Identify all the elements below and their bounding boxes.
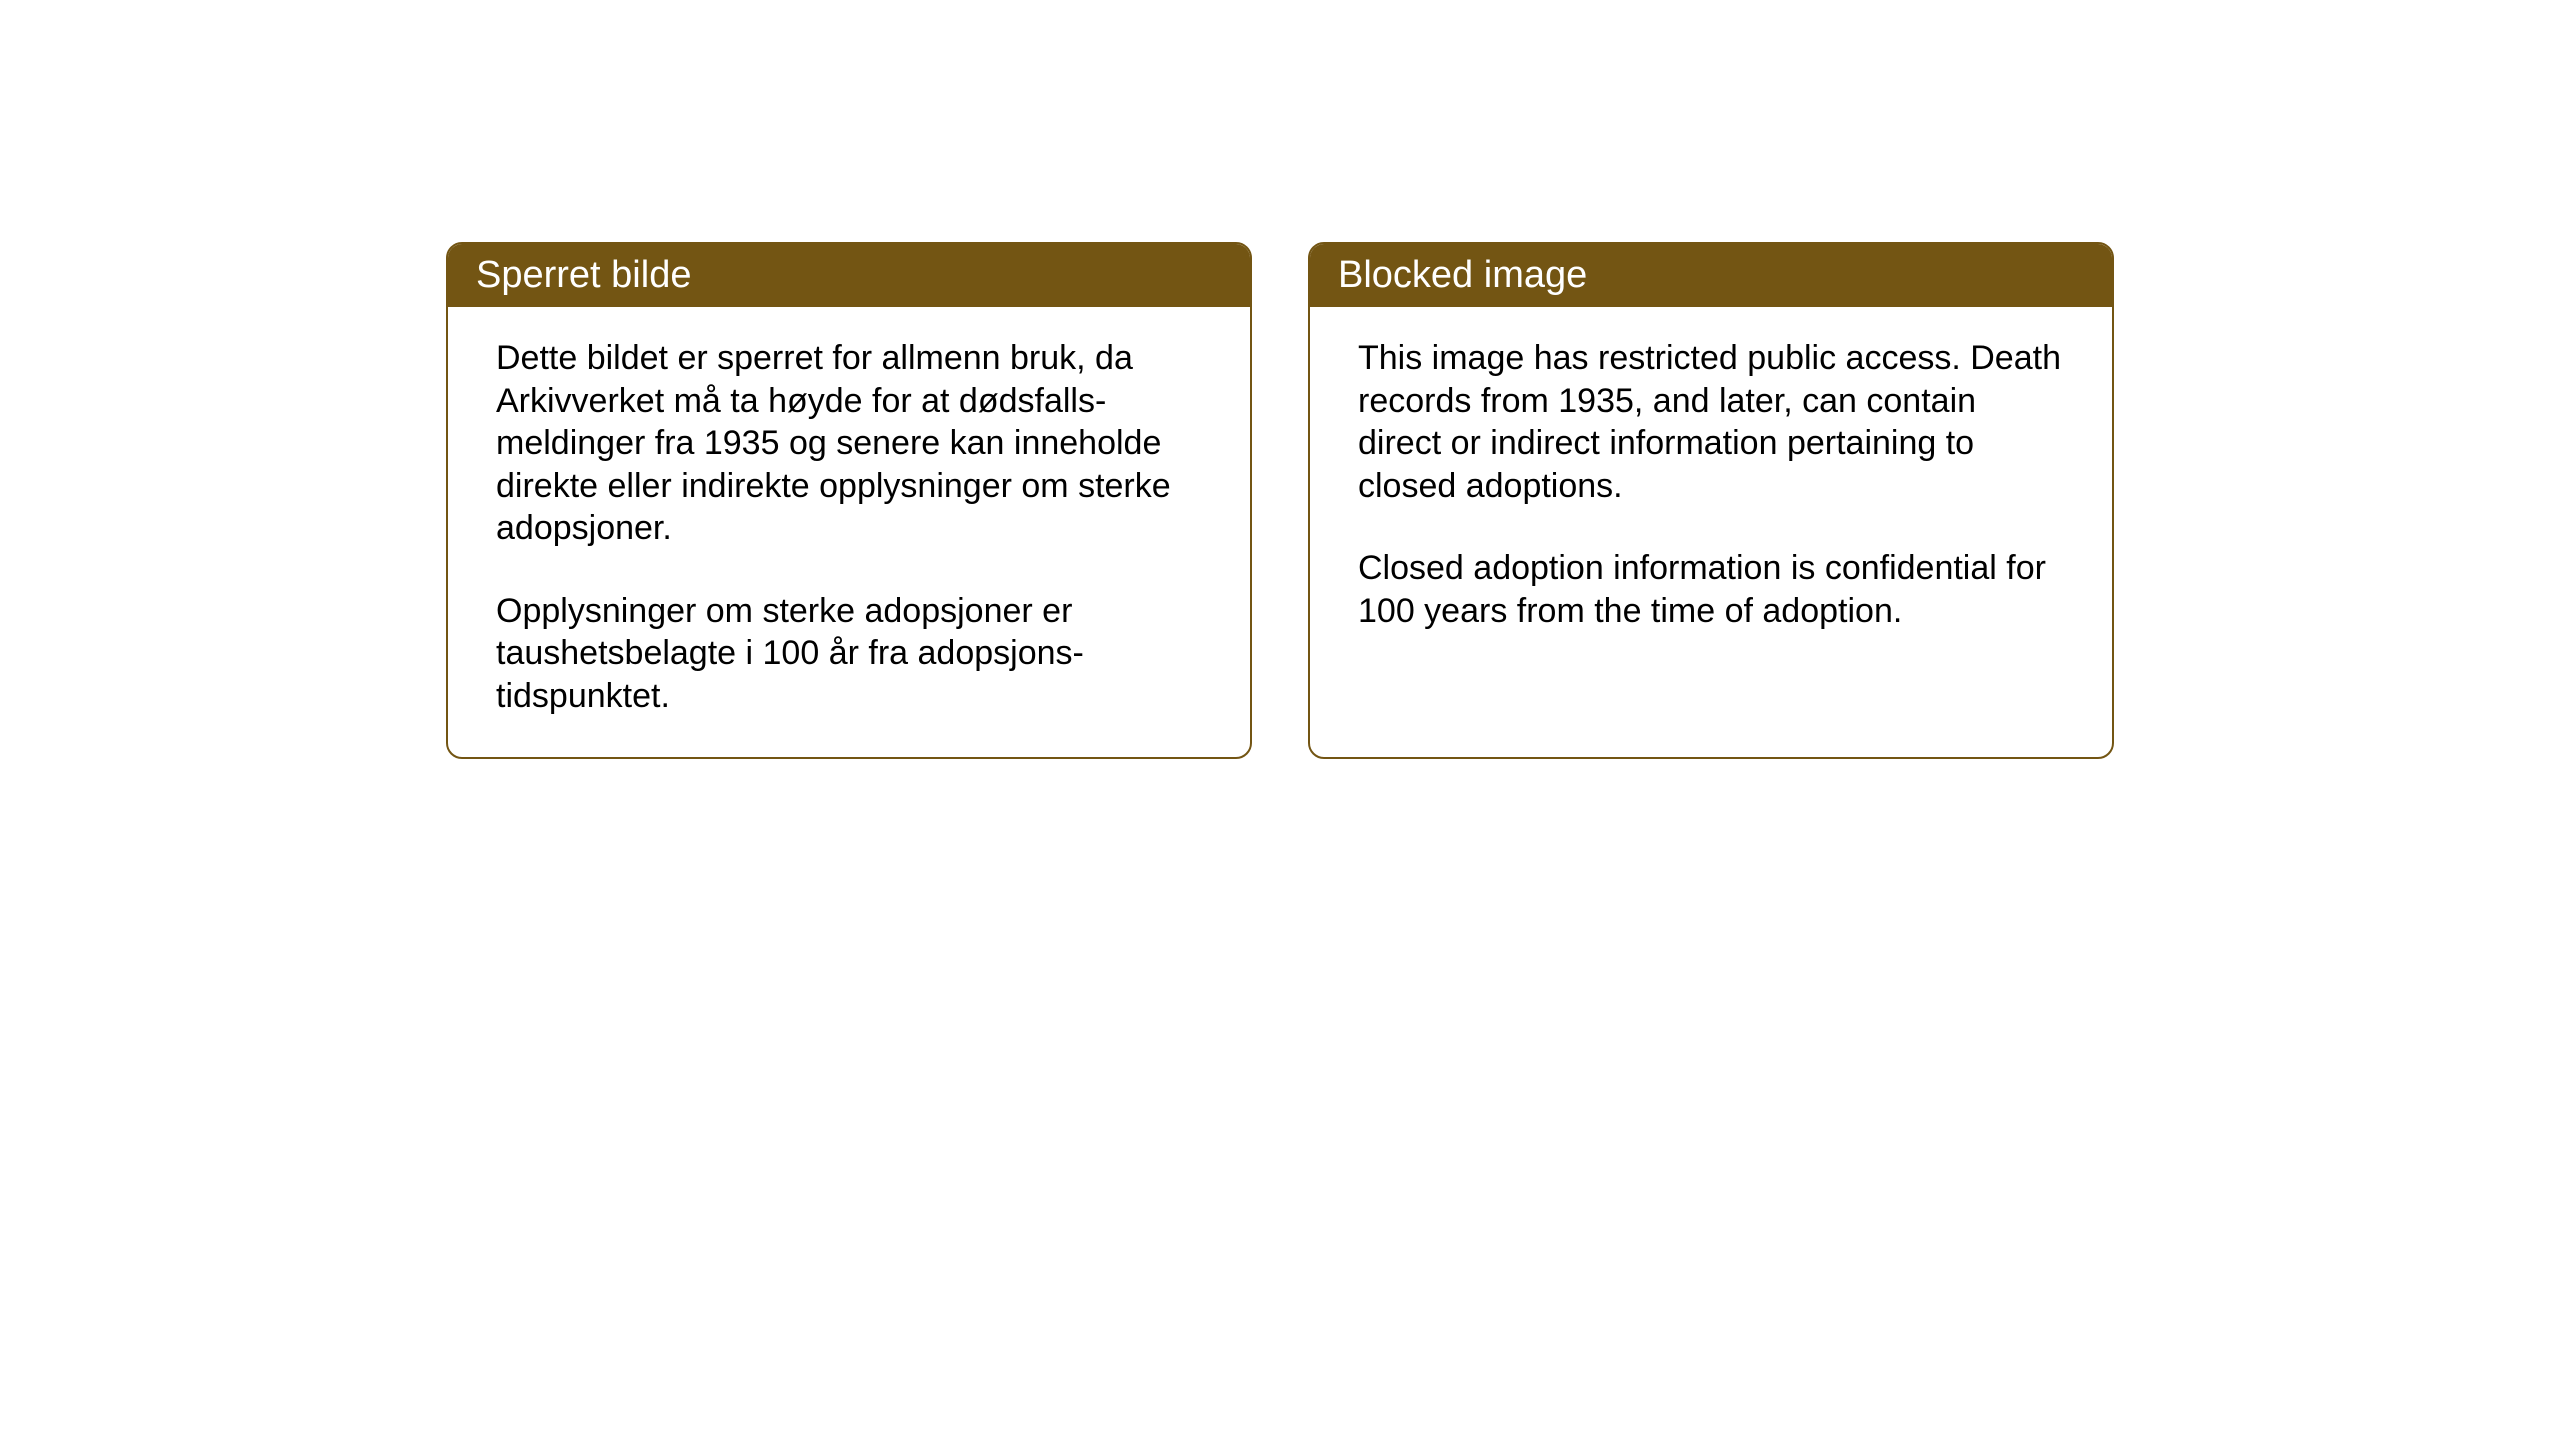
notice-paragraph-1-norwegian: Dette bildet er sperret for allmenn bruk… xyxy=(496,337,1202,550)
notice-box-norwegian: Sperret bilde Dette bildet er sperret fo… xyxy=(446,242,1252,759)
notice-header-norwegian: Sperret bilde xyxy=(448,244,1250,307)
notice-paragraph-2-norwegian: Opplysninger om sterke adopsjoner er tau… xyxy=(496,590,1202,718)
notice-paragraph-2-english: Closed adoption information is confident… xyxy=(1358,547,2064,632)
notice-header-english: Blocked image xyxy=(1310,244,2112,307)
notice-container: Sperret bilde Dette bildet er sperret fo… xyxy=(446,242,2114,759)
notice-paragraph-1-english: This image has restricted public access.… xyxy=(1358,337,2064,507)
notice-body-english: This image has restricted public access.… xyxy=(1310,307,2112,672)
notice-box-english: Blocked image This image has restricted … xyxy=(1308,242,2114,759)
notice-title-norwegian: Sperret bilde xyxy=(476,254,691,296)
notice-title-english: Blocked image xyxy=(1338,254,1587,296)
notice-body-norwegian: Dette bildet er sperret for allmenn bruk… xyxy=(448,307,1250,757)
